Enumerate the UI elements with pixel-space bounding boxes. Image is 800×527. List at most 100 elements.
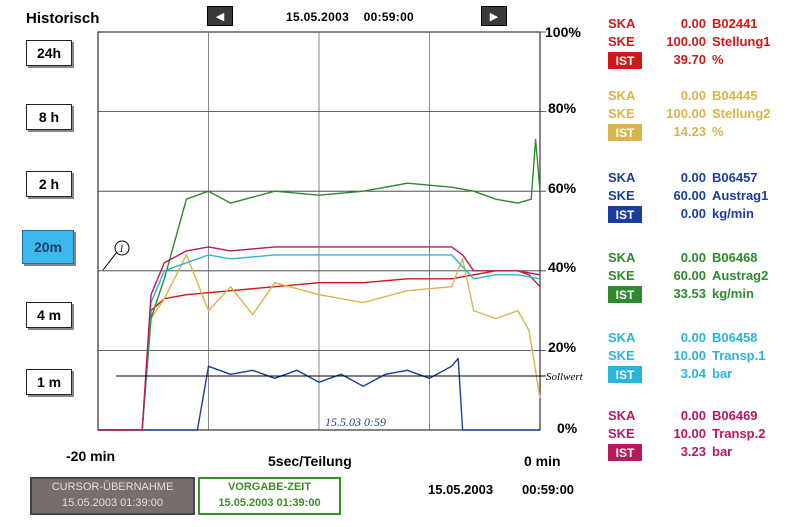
series-line-transp-1 xyxy=(98,254,541,431)
ist-badge: IST xyxy=(608,124,642,141)
ist-badge: IST xyxy=(608,52,642,69)
legend-row-5-1: SKA 0.00 B06458 xyxy=(608,330,794,348)
range-button-2h[interactable]: 2 h xyxy=(26,171,72,197)
series-line-transp-2 xyxy=(98,246,541,431)
y-tick-0: 0% xyxy=(557,420,578,436)
range-button-4m[interactable]: 4 m xyxy=(26,302,72,328)
legend-value: 0.00 xyxy=(680,408,706,423)
legend-row-6-2: SKE 10.00 Transp.2 xyxy=(608,426,794,444)
legend-ist-cell: IST xyxy=(608,286,644,304)
legend-value: 0.00 xyxy=(680,330,706,345)
legend-ist-cell: IST xyxy=(608,366,644,384)
previous-button[interactable]: ◀ xyxy=(207,6,233,26)
legend-key: SKE xyxy=(608,34,635,49)
ist-badge: IST xyxy=(608,286,642,303)
legend-code: B06457 xyxy=(712,170,758,185)
legend-row-6-3: IST 3.23 bar xyxy=(608,444,794,462)
legend-code: B06458 xyxy=(712,330,758,345)
legend-code: B06469 xyxy=(712,408,758,423)
legend-value: 0.00 xyxy=(680,88,706,103)
legend-ist-cell: IST xyxy=(608,124,644,142)
y-tick-100: 100% xyxy=(545,24,581,40)
ist-badge: IST xyxy=(608,444,642,461)
legend-row-6-1: SKA 0.00 B06469 xyxy=(608,408,794,426)
legend-value: 0.00 xyxy=(680,170,706,185)
range-button-1m[interactable]: 1 m xyxy=(26,369,72,395)
legend-code: B02441 xyxy=(712,16,758,31)
legend-unit: kg/min xyxy=(712,206,754,221)
legend-row-1-2: SKE 100.00 Stellung1 xyxy=(608,34,794,52)
legend-code: B04445 xyxy=(712,88,758,103)
legend-row-3-2: SKE 60.00 Austrag1 xyxy=(608,188,794,206)
legend-unit: bar xyxy=(712,366,733,381)
y-tick-60: 60% xyxy=(548,180,577,196)
legend-row-4-3: IST 33.53 kg/min xyxy=(608,286,794,304)
legend-row-4-2: SKE 60.00 Austrag2 xyxy=(608,268,794,286)
legend-value: 10.00 xyxy=(673,348,706,363)
legend-value: 0.00 xyxy=(680,250,706,265)
footer-date: 15.05.2003 xyxy=(428,482,494,497)
legend-code: B06468 xyxy=(712,250,758,265)
ist-badge: IST xyxy=(608,206,642,223)
legend-unit: bar xyxy=(712,444,733,459)
page-title: Historisch xyxy=(26,10,100,27)
legend-name: Stellung1 xyxy=(712,34,771,49)
legend-value: 39.70 xyxy=(673,52,706,67)
legend-ist-cell: IST xyxy=(608,444,644,462)
legend-row-1-1: SKA 0.00 B02441 xyxy=(608,16,794,34)
cursor-takeover-title: CURSOR-ÜBERNAHME xyxy=(51,481,174,493)
cursor-takeover-value: 15.05.2003 01:39:00 xyxy=(62,497,163,509)
legend-name: Transp.2 xyxy=(712,426,766,441)
legend-value: 33.53 xyxy=(673,286,706,301)
legend-unit: kg/min xyxy=(712,286,754,301)
legend-row-2-1: SKA 0.00 B04445 xyxy=(608,88,794,106)
legend-row-2-3: IST 14.23% xyxy=(608,124,794,142)
footer-time: 00:59:00 xyxy=(522,482,575,497)
x-start-label: -20 min xyxy=(66,448,116,464)
legend-key: SKE xyxy=(608,348,635,363)
legend-value: 14.23 xyxy=(673,124,706,139)
legend-value: 0.00 xyxy=(680,16,706,31)
legend-key: SKA xyxy=(608,16,636,31)
vorgabe-zeit-field[interactable]: VORGABE-ZEIT 15.05.2003 01:39:00 xyxy=(198,477,341,515)
vorgabe-zeit-value: 15.05.2003 01:39:00 xyxy=(218,497,321,509)
next-button[interactable]: ▶ xyxy=(481,6,507,26)
legend-key: SKA xyxy=(608,88,636,103)
legend-value: 100.00 xyxy=(666,34,706,49)
legend-ist-cell: IST xyxy=(608,206,644,224)
range-button-24h[interactable]: 24h xyxy=(26,40,72,66)
legend-key: SKE xyxy=(608,268,635,283)
series-group xyxy=(98,138,541,431)
legend-row-5-2: SKE 10.00 Transp.1 xyxy=(608,348,794,366)
range-button-20m[interactable]: 20m xyxy=(22,230,74,264)
grid xyxy=(98,31,546,430)
legend-key: SKA xyxy=(608,330,636,345)
header-datetime: 15.05.2003 00:59:00 xyxy=(286,10,415,24)
vorgabe-zeit-title: VORGABE-ZEIT xyxy=(227,481,312,493)
legend-row-5-3: IST 3.04 bar xyxy=(608,366,794,384)
legend-value: 0.00 xyxy=(680,206,706,221)
marker-label: 1 xyxy=(119,244,124,255)
legend-key: SKA xyxy=(608,250,636,265)
annotations: 1 Sollwert 15.5.03 0:59 xyxy=(102,240,584,429)
legend-key: SKA xyxy=(608,408,636,423)
legend-row-4-1: SKA 0.00 B06468 xyxy=(608,250,794,268)
range-button-8h[interactable]: 8 h xyxy=(26,104,72,130)
legend-name: Stellung2 xyxy=(712,106,771,121)
sollwert-label: Sollwert xyxy=(546,371,584,383)
marker-circle xyxy=(114,240,130,256)
legend-key: SKE xyxy=(608,106,635,121)
cursor-takeover-button[interactable]: CURSOR-ÜBERNAHME 15.05.2003 01:39:00 xyxy=(30,477,195,515)
x-end-label: 0 min xyxy=(524,453,561,469)
legend-value: 3.04 xyxy=(680,366,706,381)
legend-unit: % xyxy=(712,52,724,67)
legend-row-1-3: IST 39.70% xyxy=(608,52,794,70)
triangle-right-icon: ▶ xyxy=(489,10,499,23)
marker-leader xyxy=(102,251,118,271)
legend-key: SKA xyxy=(608,170,636,185)
handwritten-date: 15.5.03 0:59 xyxy=(325,415,386,429)
legend-name: Austrag1 xyxy=(712,188,769,203)
legend-name: Transp.1 xyxy=(712,348,766,363)
series-line-austrag2 xyxy=(98,138,541,431)
